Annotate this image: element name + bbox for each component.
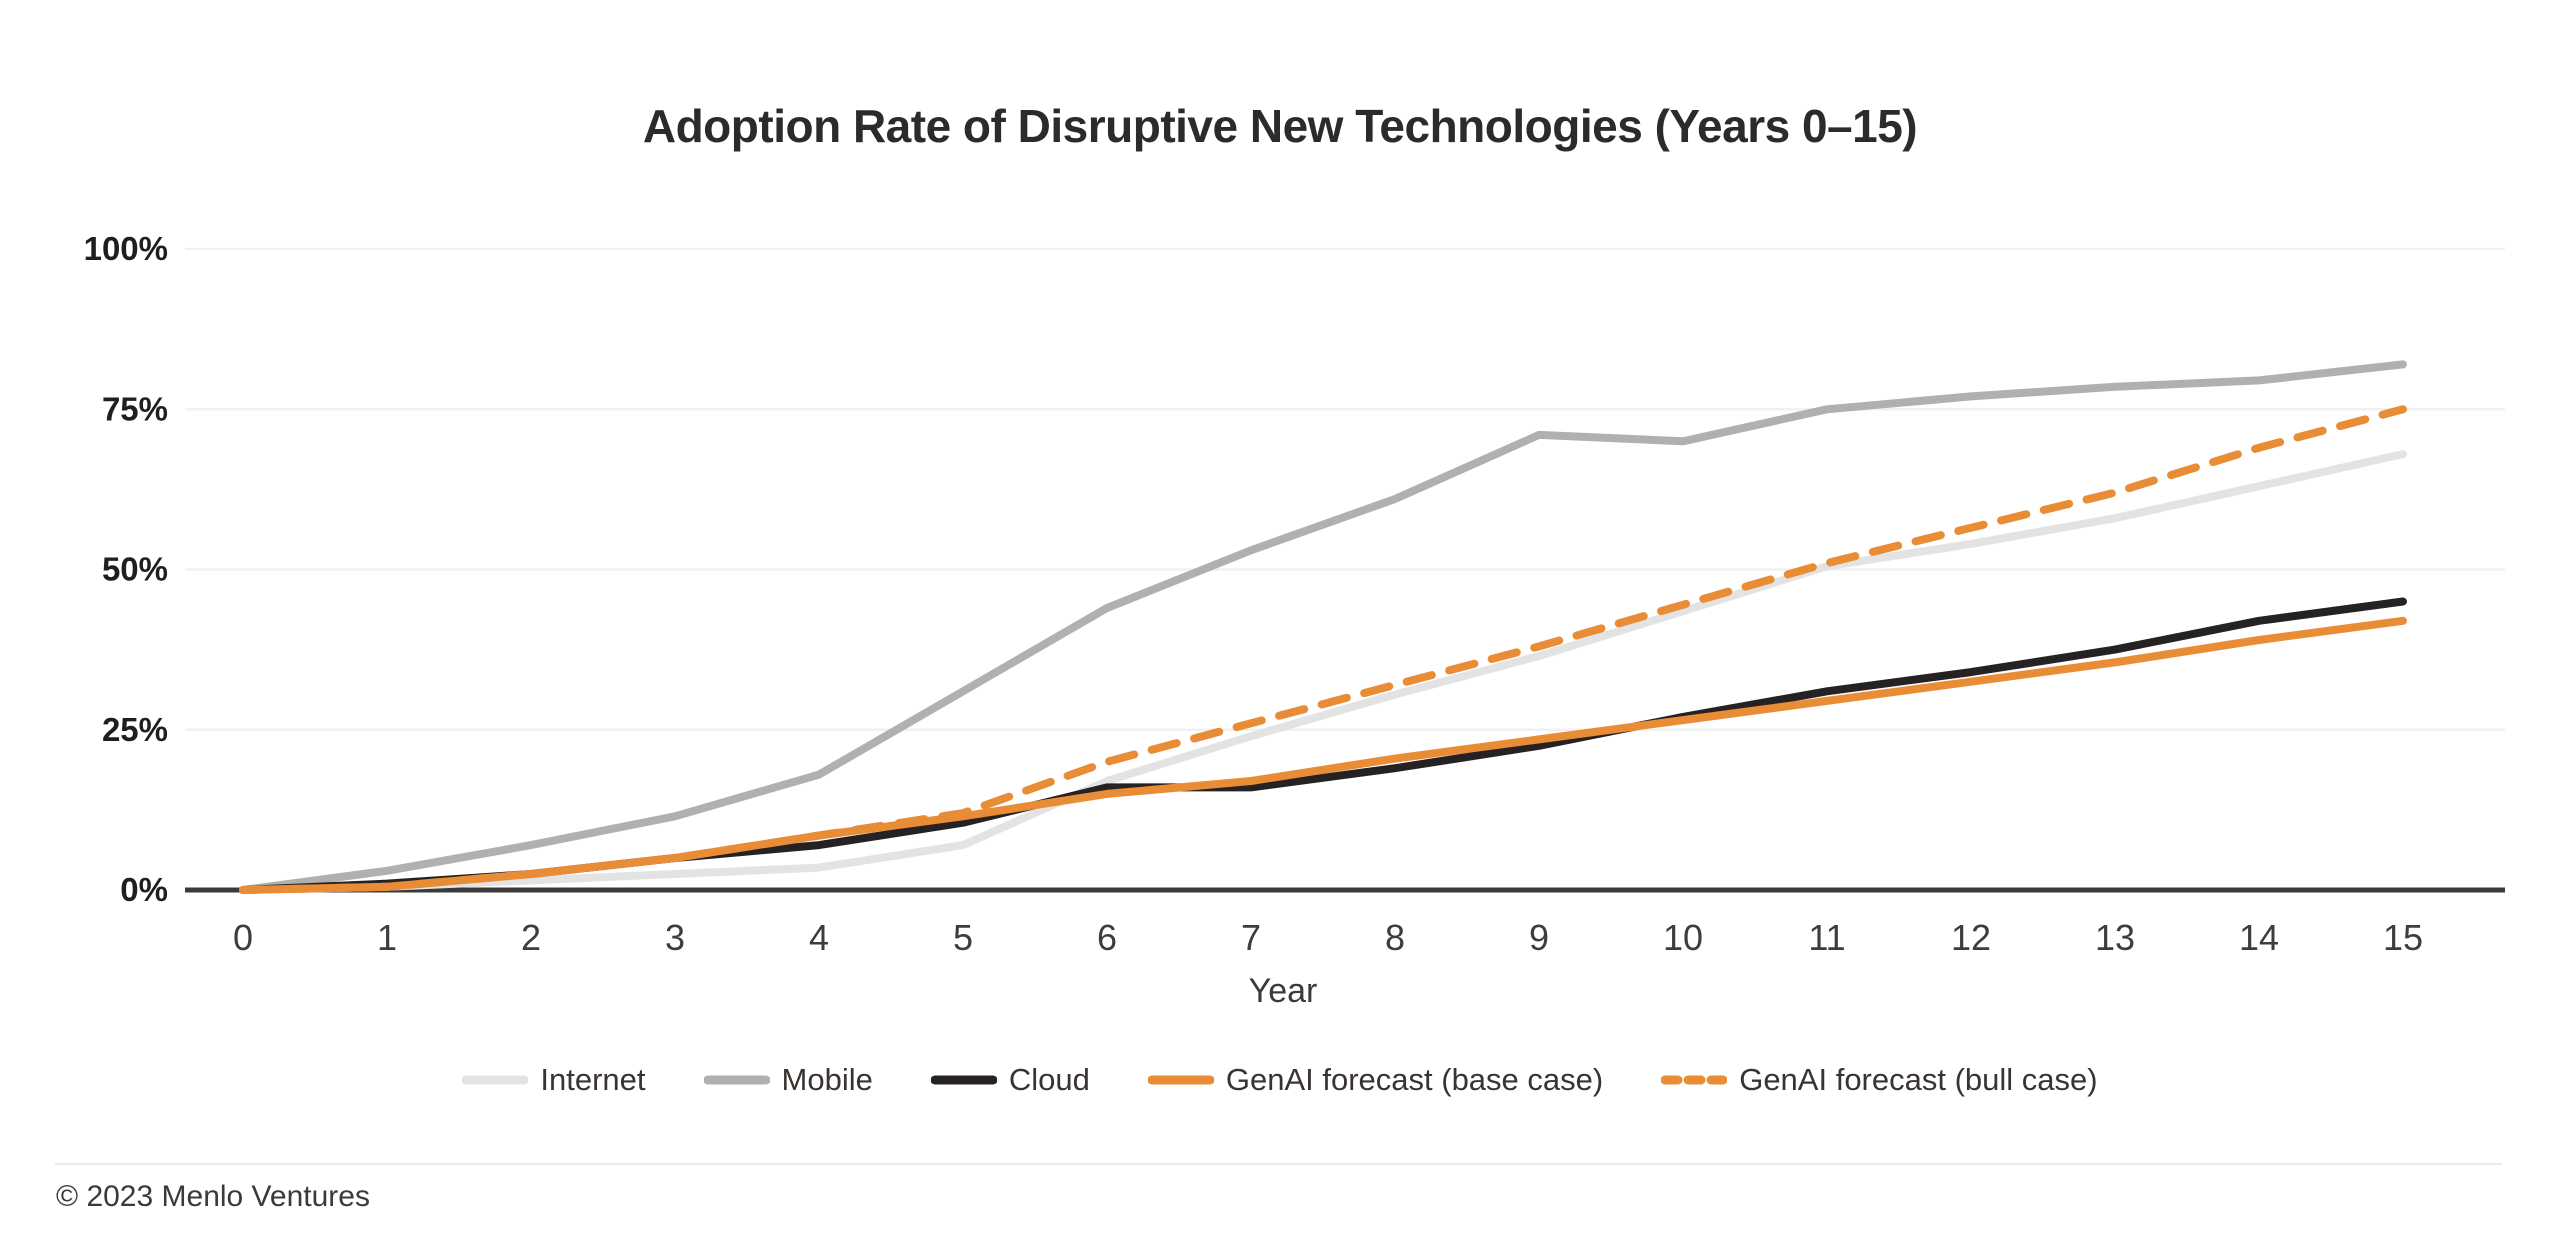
- legend-item-mobile: Mobile: [703, 1062, 873, 1098]
- y-axis-tick-label-100: 100%: [84, 230, 168, 267]
- x-axis-tick-label-8: 8: [1385, 917, 1405, 958]
- x-axis-tick-label-1: 1: [377, 917, 397, 958]
- x-axis-tick-label-3: 3: [665, 917, 685, 958]
- series-line-mobile: [239, 360, 2407, 894]
- legend-label-cloud: Cloud: [1008, 1062, 1090, 1097]
- series-line-internet: [239, 450, 2407, 894]
- legend-swatch-cloud: [930, 1075, 997, 1085]
- legend-item-internet: Internet: [462, 1062, 646, 1098]
- legend-swatch-mobile: [703, 1075, 770, 1085]
- x-axis-tick-label-5: 5: [953, 917, 973, 958]
- x-axis-tick-label-2: 2: [521, 917, 541, 958]
- x-axis-tick-label-14: 14: [2239, 917, 2279, 958]
- legend-item-genai-forecast-base-case: GenAI forecast (base case): [1147, 1062, 1604, 1098]
- legend-swatch-genai-forecast-base-case: [1147, 1075, 1214, 1085]
- x-axis-tick-label-11: 11: [1808, 917, 1845, 958]
- legend-label-internet: Internet: [540, 1062, 646, 1097]
- series-line-genai-forecast-bull-case: [239, 405, 2407, 894]
- legend-label-genai-forecast-bull-case: GenAI forecast (bull case): [1739, 1062, 2098, 1097]
- chart-legend: Internet Mobile Cloud GenAI forecast (base …: [0, 1062, 2560, 1098]
- y-axis-tick-label-25: 25%: [102, 711, 168, 748]
- chart-title: Adoption Rate of Disruptive New Technolo…: [642, 99, 1918, 152]
- y-axis-tick-label-50: 50%: [102, 551, 168, 588]
- legend-label-genai-forecast-base-case: GenAI forecast (base case): [1225, 1062, 1604, 1097]
- series-line-cloud: [239, 597, 2407, 894]
- series-line-genai-forecast-base-case: [239, 616, 2407, 894]
- legend-item-cloud: Cloud: [930, 1062, 1090, 1098]
- legend-label-mobile: Mobile: [781, 1062, 873, 1097]
- y-axis-tick-label-0: 0%: [120, 871, 168, 908]
- y-axis-tick-label-75: 75%: [102, 390, 168, 427]
- copyright-text: © 2023 Menlo Ventures: [56, 1180, 370, 1213]
- legend-item-genai-forecast-bull-case: GenAI forecast (bull case): [1661, 1062, 2098, 1098]
- x-axis-tick-label-10: 10: [1663, 917, 1703, 958]
- x-axis-title: Year: [1249, 972, 1318, 1010]
- x-axis-tick-label-9: 9: [1529, 917, 1549, 958]
- x-axis-tick-label-7: 7: [1241, 917, 1261, 958]
- footer-divider: [55, 1163, 2502, 1165]
- legend-swatch-internet: [462, 1075, 529, 1085]
- x-axis-tick-label-15: 15: [2383, 917, 2423, 958]
- x-axis-tick-label-0: 0: [233, 917, 253, 958]
- x-axis-tick-label-12: 12: [1951, 917, 1991, 958]
- x-axis-tick-label-6: 6: [1097, 917, 1117, 958]
- x-axis-tick-label-4: 4: [809, 917, 829, 958]
- x-axis-tick-label-13: 13: [2095, 917, 2135, 958]
- legend-swatch-genai-forecast-bull-case: [1661, 1075, 1728, 1085]
